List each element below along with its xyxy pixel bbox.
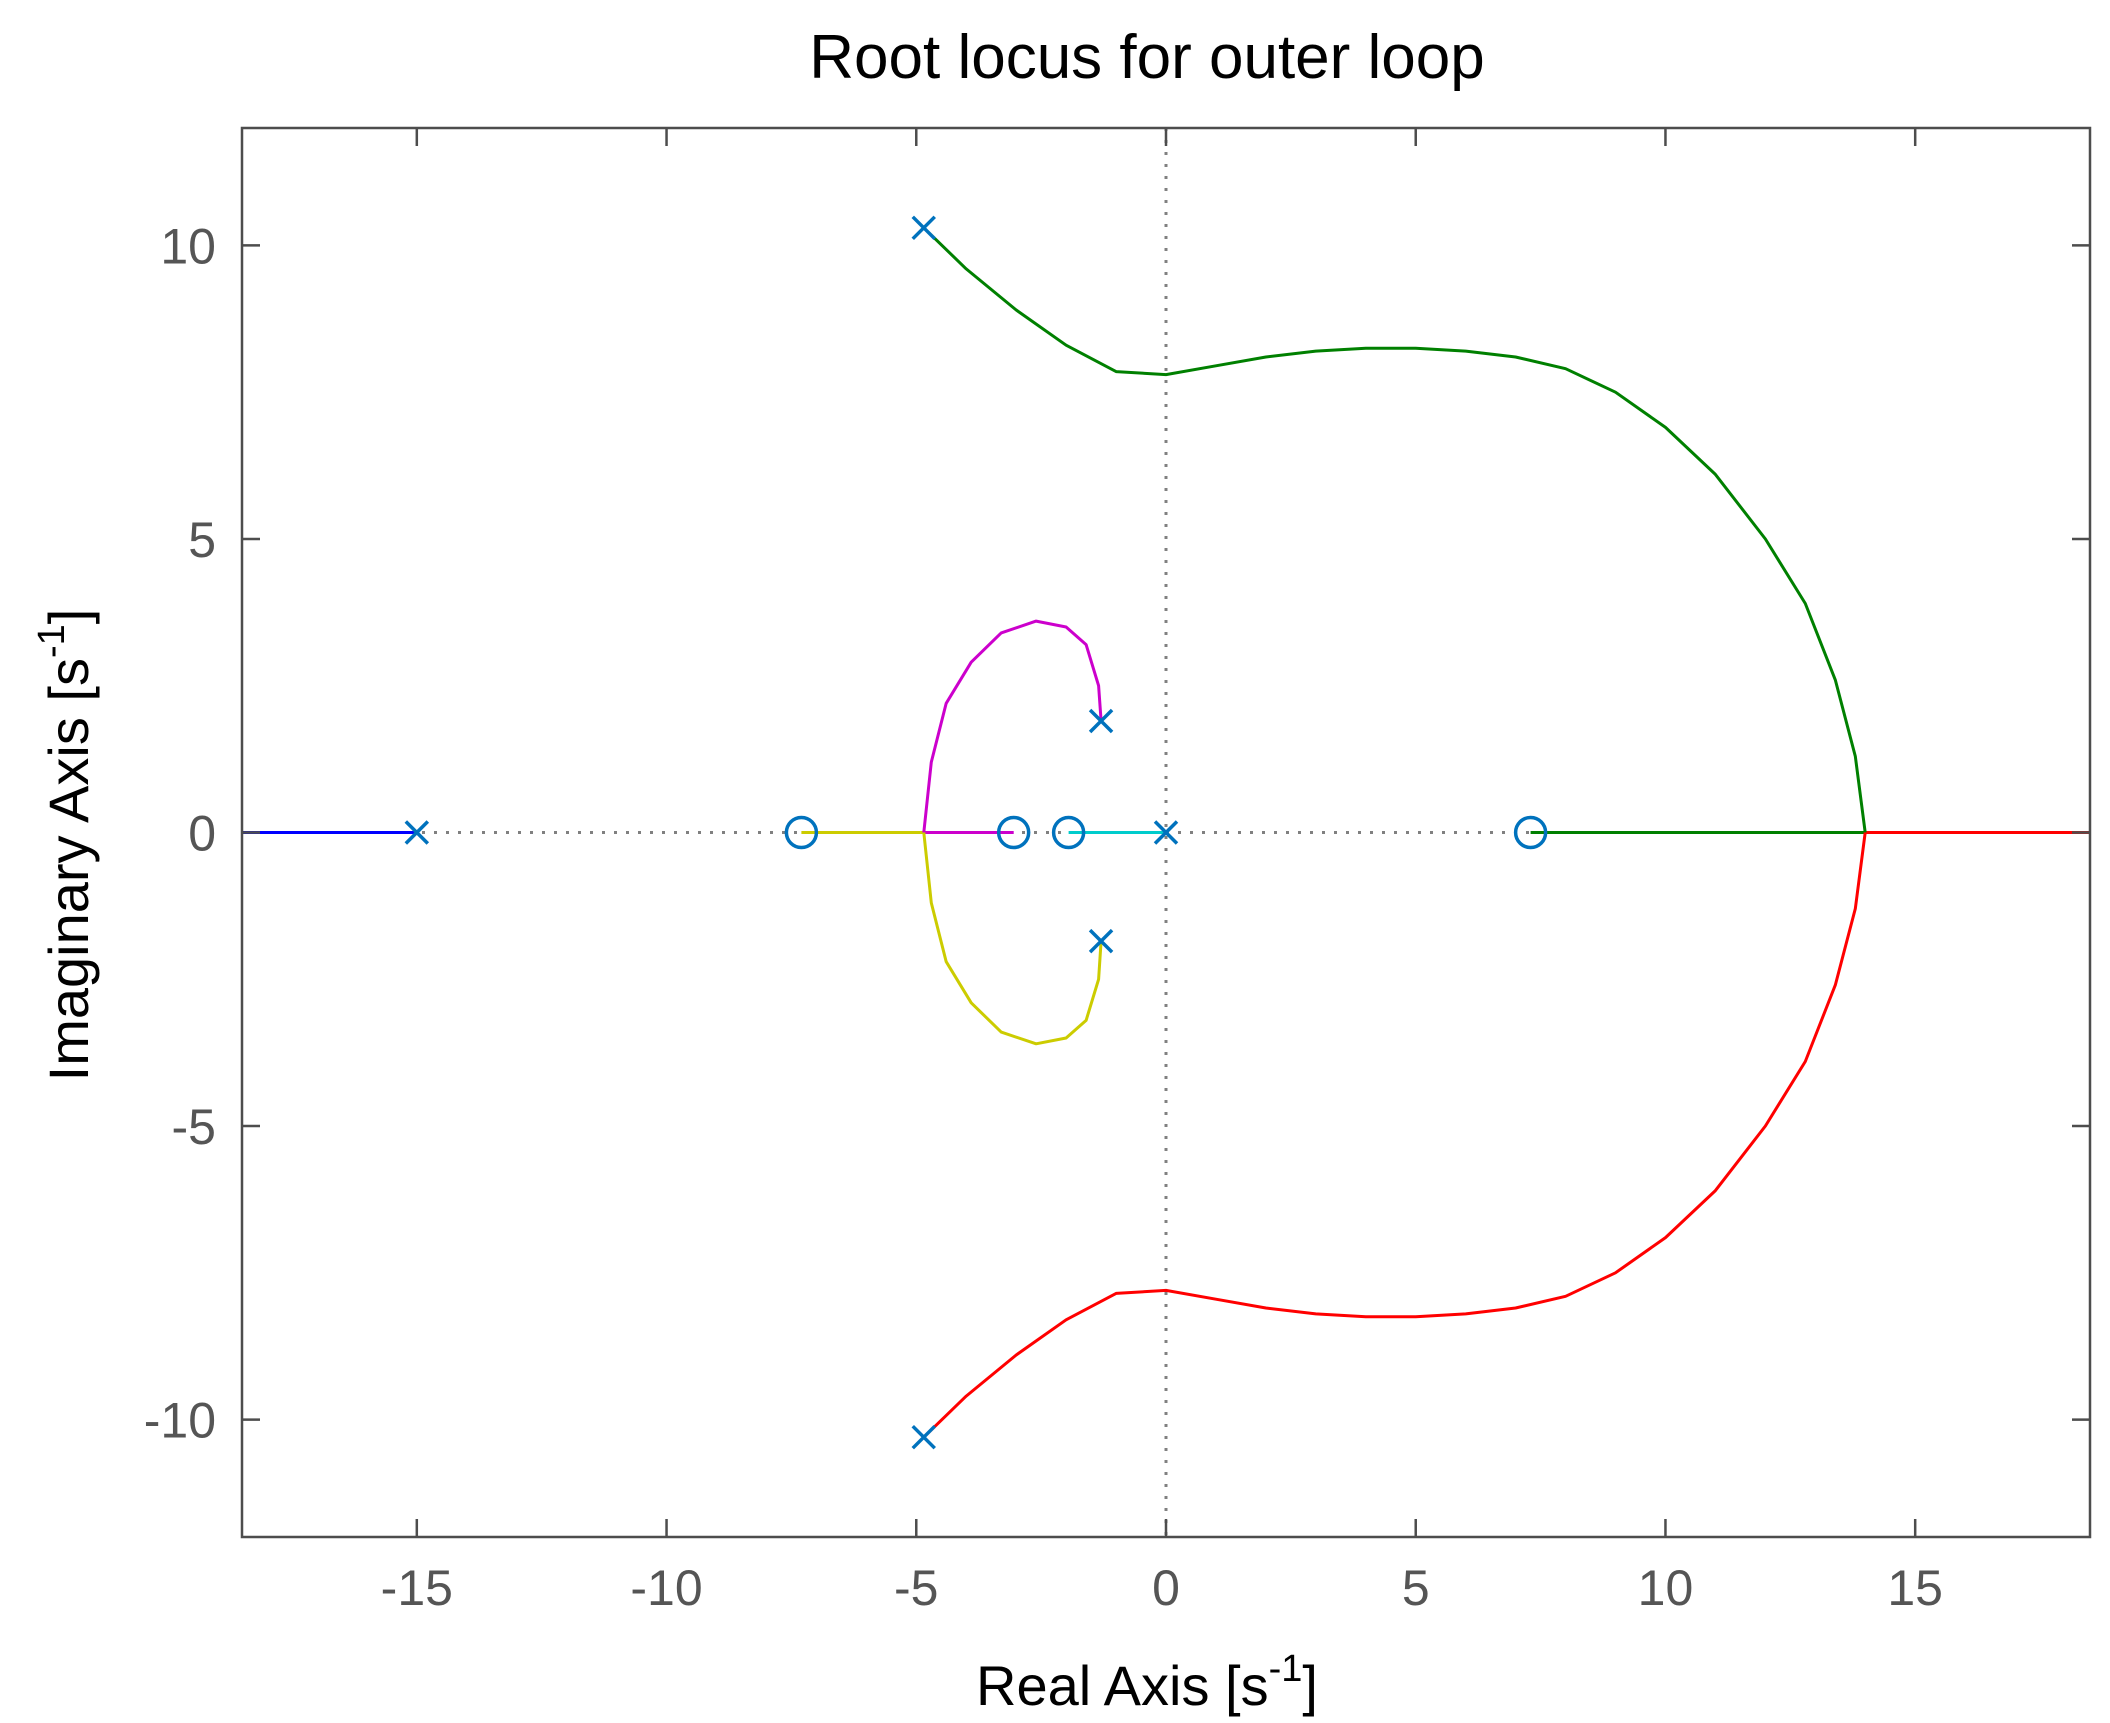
- x-tick-label-4: 5: [1402, 1560, 1430, 1616]
- x-tick-label-2: -5: [894, 1560, 938, 1616]
- y-tick-label-4: 10: [160, 218, 216, 274]
- locus-branch-7: [922, 832, 1103, 1046]
- locus-branch-6: [922, 619, 1103, 833]
- locus-branch-9: [922, 832, 1867, 1439]
- x-tick-label-6: 15: [1887, 1560, 1943, 1616]
- y-axis-label-exponent: -1: [31, 624, 73, 658]
- x-axis-label: Real Axis [s-1]: [976, 1648, 1318, 1717]
- y-tick-label-0: -10: [144, 1393, 216, 1449]
- y-axis-label-suffix: ]: [37, 609, 100, 625]
- y-tick-label-2: 0: [188, 806, 216, 862]
- x-tick-label-3: 0: [1152, 1560, 1180, 1616]
- plot-area: -15 -10 -5 0 5 10 15 -10 -5 0 5 10: [144, 126, 2092, 1616]
- chart-title: Root locus for outer loop: [809, 23, 1485, 92]
- pole-marker-5: [1153, 820, 1179, 845]
- pole-marker-4: [1088, 928, 1114, 954]
- zero-marker-0: [784, 815, 819, 850]
- zero-marker-3: [1513, 815, 1548, 850]
- zero-marker-2: [1051, 815, 1086, 850]
- y-tick-label-3: 5: [188, 512, 216, 568]
- locus-branch-8: [922, 226, 1867, 833]
- y-tick-label-1: -5: [172, 1099, 216, 1155]
- zero-marker-1: [996, 815, 1031, 850]
- pole-marker-1: [911, 215, 936, 241]
- x-tick-label-1: -10: [630, 1560, 702, 1616]
- pole-marker-0: [404, 820, 430, 845]
- y-axis-label-group: Imaginary Axis [s-1]: [31, 609, 100, 1082]
- pole-marker-3: [1088, 708, 1114, 734]
- x-axis-label-exponent: -1: [1269, 1648, 1303, 1690]
- y-axis-label-base: Imaginary Axis [s: [37, 658, 100, 1081]
- x-axis-label-suffix: ]: [1302, 1654, 1318, 1717]
- x-tick-label-0: -15: [381, 1560, 453, 1616]
- pole-marker-2: [911, 1424, 936, 1450]
- x-axis-label-base: Real Axis [s: [976, 1654, 1269, 1717]
- x-tick-label-5: 10: [1638, 1560, 1694, 1616]
- y-axis-label: Imaginary Axis [s-1]: [31, 609, 100, 1082]
